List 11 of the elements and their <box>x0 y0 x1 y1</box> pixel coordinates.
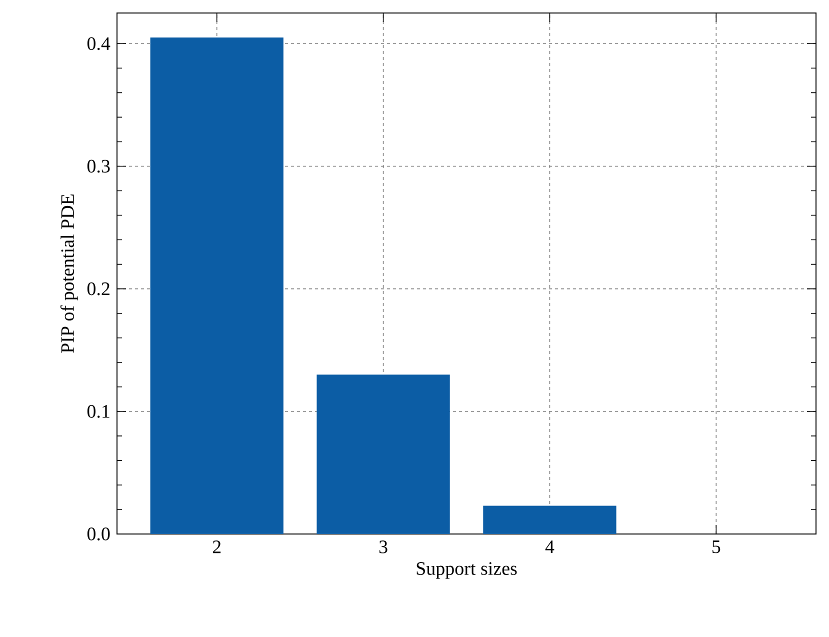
y-tick-label: 0.4 <box>87 37 110 50</box>
y-tick-label: 0.2 <box>87 282 110 296</box>
x-tick-label: 5 <box>712 540 720 554</box>
y-tick-label: 0.1 <box>87 404 110 418</box>
y-tick-label: 0.0 <box>87 528 110 540</box>
x-axis-title: Support sizes <box>416 562 517 579</box>
x-tick-label: 3 <box>379 540 388 554</box>
x-tick-label: 2 <box>212 540 221 554</box>
y-axis-title: PIP of potential PDE <box>60 194 78 353</box>
x-tick-label: 4 <box>545 540 554 554</box>
y-tick-label: 0.3 <box>87 160 110 173</box>
